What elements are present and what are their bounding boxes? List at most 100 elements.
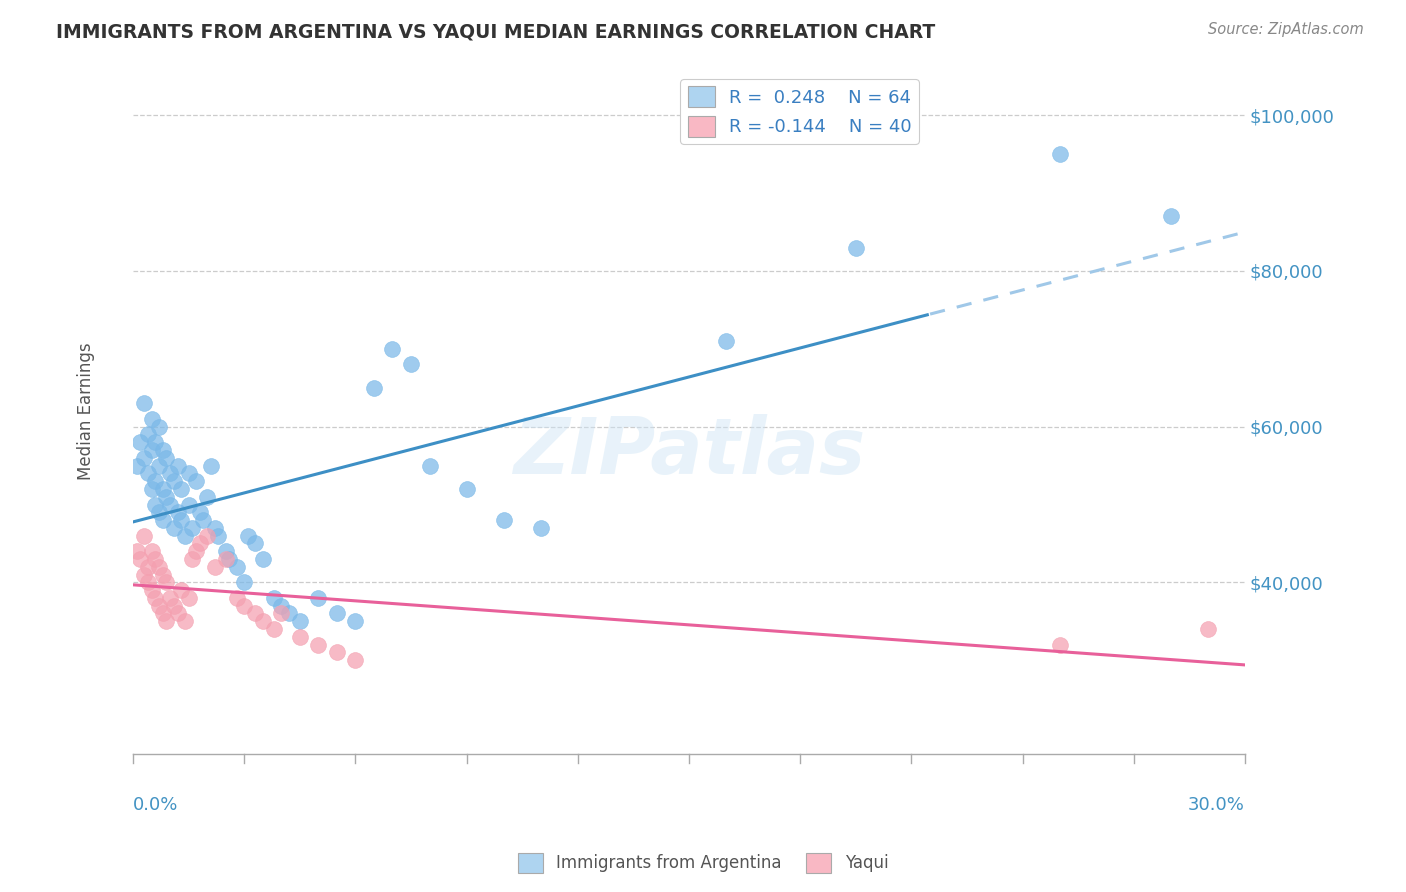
Point	[134, 528, 156, 542]
Point	[263, 591, 285, 605]
Point	[204, 521, 226, 535]
Point	[236, 528, 259, 542]
Point	[288, 630, 311, 644]
Point	[233, 599, 256, 613]
Point	[181, 521, 204, 535]
Point	[845, 241, 868, 255]
Point	[125, 458, 148, 473]
Point	[148, 599, 170, 613]
Point	[141, 482, 163, 496]
Point	[195, 528, 218, 542]
Point	[381, 342, 404, 356]
Point	[307, 638, 329, 652]
Point	[174, 528, 197, 542]
Point	[344, 615, 367, 629]
Point	[152, 442, 174, 457]
Point	[152, 567, 174, 582]
Point	[148, 559, 170, 574]
Point	[184, 474, 207, 488]
Point	[174, 615, 197, 629]
Point	[143, 474, 166, 488]
Point	[200, 458, 222, 473]
Point	[129, 552, 152, 566]
Point	[159, 467, 181, 481]
Point	[215, 552, 238, 566]
Point	[163, 599, 186, 613]
Point	[152, 482, 174, 496]
Point	[399, 357, 422, 371]
Point	[129, 435, 152, 450]
Point	[419, 458, 441, 473]
Point	[225, 559, 247, 574]
Point	[136, 575, 159, 590]
Point	[134, 567, 156, 582]
Point	[184, 544, 207, 558]
Point	[188, 536, 211, 550]
Point	[252, 552, 274, 566]
Point	[143, 498, 166, 512]
Point	[177, 467, 200, 481]
Point	[1197, 622, 1219, 636]
Point	[143, 435, 166, 450]
Point	[177, 498, 200, 512]
Point	[270, 599, 292, 613]
Point	[170, 513, 193, 527]
Point	[166, 458, 188, 473]
Point	[170, 482, 193, 496]
Point	[163, 521, 186, 535]
Point	[288, 615, 311, 629]
Point	[177, 591, 200, 605]
Point	[1049, 147, 1071, 161]
Point	[134, 396, 156, 410]
Point	[270, 607, 292, 621]
Point	[363, 381, 385, 395]
Text: ZIPatlas: ZIPatlas	[513, 414, 865, 491]
Point	[195, 490, 218, 504]
Point	[326, 607, 349, 621]
Text: IMMIGRANTS FROM ARGENTINA VS YAQUI MEDIAN EARNINGS CORRELATION CHART: IMMIGRANTS FROM ARGENTINA VS YAQUI MEDIA…	[56, 22, 935, 41]
Point	[141, 544, 163, 558]
Point	[204, 559, 226, 574]
Point	[263, 622, 285, 636]
Point	[1160, 210, 1182, 224]
Point	[215, 544, 238, 558]
Point	[134, 450, 156, 465]
Point	[148, 505, 170, 519]
Point	[155, 575, 177, 590]
Legend: R =  0.248    N = 64, R = -0.144    N = 40: R = 0.248 N = 64, R = -0.144 N = 40	[681, 78, 920, 145]
Point	[714, 334, 737, 348]
Point	[155, 615, 177, 629]
Point	[163, 474, 186, 488]
Point	[530, 521, 553, 535]
Legend: Immigrants from Argentina, Yaqui: Immigrants from Argentina, Yaqui	[510, 847, 896, 880]
Point	[141, 442, 163, 457]
Point	[245, 607, 267, 621]
Text: 0.0%: 0.0%	[134, 797, 179, 814]
Point	[159, 591, 181, 605]
Point	[170, 583, 193, 598]
Point	[155, 490, 177, 504]
Text: 30.0%: 30.0%	[1188, 797, 1246, 814]
Point	[148, 419, 170, 434]
Text: Source: ZipAtlas.com: Source: ZipAtlas.com	[1208, 22, 1364, 37]
Point	[155, 450, 177, 465]
Point	[136, 559, 159, 574]
Point	[136, 467, 159, 481]
Text: Median Earnings: Median Earnings	[77, 343, 96, 480]
Point	[166, 505, 188, 519]
Point	[207, 528, 229, 542]
Point	[136, 427, 159, 442]
Point	[492, 513, 515, 527]
Point	[141, 412, 163, 426]
Point	[152, 607, 174, 621]
Point	[166, 607, 188, 621]
Point	[181, 552, 204, 566]
Point	[252, 615, 274, 629]
Point	[148, 458, 170, 473]
Point	[344, 653, 367, 667]
Point	[152, 513, 174, 527]
Point	[307, 591, 329, 605]
Point	[193, 513, 215, 527]
Point	[159, 498, 181, 512]
Point	[188, 505, 211, 519]
